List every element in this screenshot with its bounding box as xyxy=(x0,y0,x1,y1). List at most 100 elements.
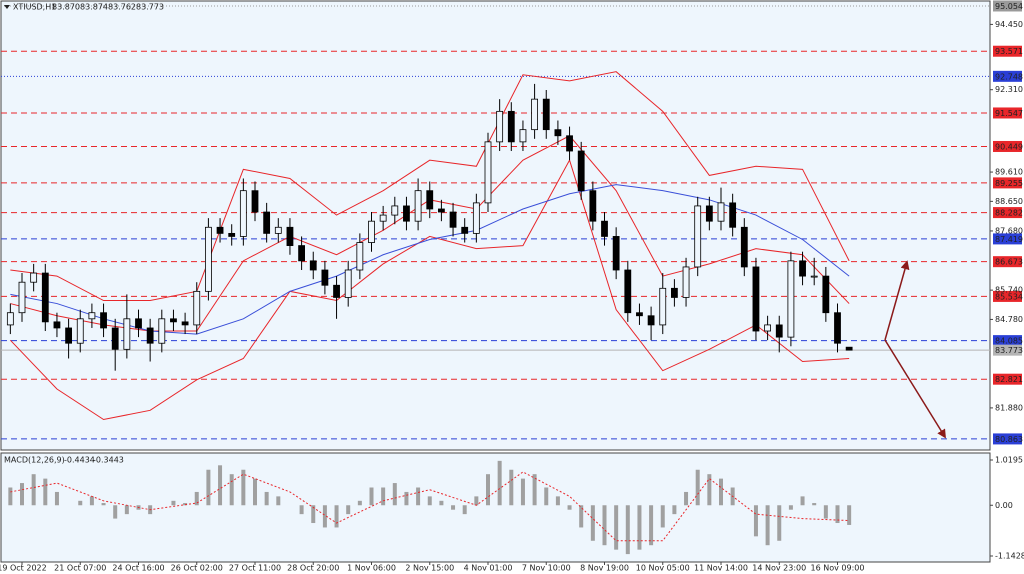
arrow-down xyxy=(884,339,946,439)
indicator-line xyxy=(10,71,850,302)
macd-bar xyxy=(788,505,793,510)
macd-bar xyxy=(78,500,83,506)
candle-body xyxy=(286,226,294,246)
level-label-box xyxy=(993,207,1022,219)
level-label: 82.821 xyxy=(995,375,1023,384)
level-label: 91.547 xyxy=(995,109,1023,118)
candle-body xyxy=(577,150,585,192)
x-tick-label: 24 Oct 16:00 xyxy=(112,564,164,573)
x-tick-label: 8 Nov 19:00 xyxy=(580,564,629,573)
x-tick-label: 16 Nov 09:00 xyxy=(811,564,865,573)
candle-body xyxy=(263,211,271,234)
ohlc-low: 83.762 xyxy=(108,3,136,12)
x-tick-label: 14 Nov 23:00 xyxy=(752,564,806,573)
level-label: 84.085 xyxy=(995,337,1023,346)
candle-body xyxy=(566,135,573,152)
macd-bar xyxy=(637,505,642,550)
macd-bar xyxy=(602,505,607,546)
macd-bar xyxy=(800,496,805,506)
candle-body xyxy=(123,318,131,350)
level-label: 90.449 xyxy=(995,142,1023,151)
candle-body xyxy=(193,290,201,326)
macd-bar xyxy=(486,474,490,506)
level-label-box xyxy=(993,233,1022,245)
macd-bar xyxy=(719,478,723,506)
candle-body xyxy=(88,312,96,320)
macd-bar xyxy=(206,469,211,506)
candle-body xyxy=(589,190,597,222)
candle-body xyxy=(752,266,760,332)
candle-body xyxy=(321,269,329,286)
x-tick-label: 10 Nov 05:00 xyxy=(636,564,690,573)
macd-bar xyxy=(276,496,281,506)
candle-body xyxy=(298,245,306,262)
candle-body xyxy=(705,205,713,222)
y-tick-label: 81.880 xyxy=(995,403,1023,412)
macd-bar xyxy=(392,483,397,506)
macd-bar xyxy=(113,505,118,519)
macd-bar xyxy=(20,483,24,506)
candle-body xyxy=(682,266,690,298)
candle-body xyxy=(810,275,818,278)
candle-body xyxy=(403,205,410,222)
level-label: 88.282 xyxy=(995,209,1023,218)
x-tick-label: 2 Nov 15:00 xyxy=(405,564,454,573)
ohlc-close: 83.773 xyxy=(136,3,164,12)
macd-bar xyxy=(357,500,362,506)
macd-bar xyxy=(520,478,525,506)
candle-body xyxy=(251,190,259,213)
macd-tick-label: -1.1428 xyxy=(995,551,1024,560)
level-label-box xyxy=(993,290,1022,302)
candle-body xyxy=(170,318,177,323)
macd-bar xyxy=(427,496,432,506)
candle-body xyxy=(764,324,771,332)
candle-body xyxy=(624,269,632,314)
x-tick-label: 28 Oct 20:00 xyxy=(287,564,339,573)
candle-body xyxy=(449,211,457,228)
candle-body xyxy=(531,98,538,131)
macd-bar xyxy=(509,469,514,506)
level-label: 83.773 xyxy=(995,346,1023,355)
macd-bar xyxy=(451,505,456,510)
macd-bar xyxy=(54,491,59,506)
candle-body xyxy=(426,190,434,210)
candle-body xyxy=(636,312,643,317)
macd-bar xyxy=(672,505,677,515)
macd-bar xyxy=(590,505,595,541)
symbol-menu xyxy=(4,5,10,9)
level-label: 92.748 xyxy=(995,72,1023,81)
candle-body xyxy=(496,110,504,143)
candle-body xyxy=(694,205,702,268)
macd-tick-label: 0.00 xyxy=(995,501,1013,510)
x-tick-label: 1 Nov 06:00 xyxy=(347,564,396,573)
candle-body xyxy=(729,202,737,228)
level-label: 86.673 xyxy=(995,258,1023,267)
y-tick-label: 87.680 xyxy=(995,226,1023,235)
candle-body xyxy=(775,324,783,338)
macd-bar xyxy=(649,505,654,546)
candle-body xyxy=(344,269,352,298)
macd-bar xyxy=(695,469,700,506)
ohlc-high: 83.874 xyxy=(80,3,108,12)
macd-bar xyxy=(334,505,339,528)
macd-bar xyxy=(8,487,13,506)
macd-bar xyxy=(497,460,502,506)
level-label-box xyxy=(993,70,1022,82)
macd-bar xyxy=(43,478,48,506)
macd-bar xyxy=(124,505,129,515)
indicator-line xyxy=(9,158,850,421)
candle-body xyxy=(216,226,224,234)
macd-value: -0.4434 xyxy=(64,456,95,465)
macd-bar xyxy=(404,491,409,506)
macd-bar xyxy=(369,487,374,506)
level-label-box xyxy=(993,0,1022,12)
candle-body xyxy=(414,190,422,222)
macd-bar xyxy=(765,505,770,546)
macd-bar xyxy=(777,505,782,541)
candle-body xyxy=(740,226,748,268)
candle-body xyxy=(146,327,154,344)
candle-body xyxy=(554,129,562,137)
candle-body xyxy=(542,98,550,131)
macd-bar xyxy=(684,491,689,506)
x-tick-label: 21 Oct 07:00 xyxy=(54,564,106,573)
